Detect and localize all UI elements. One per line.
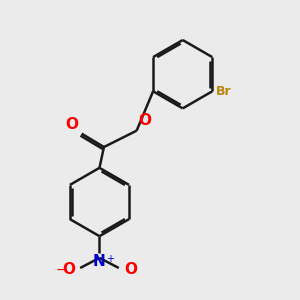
Text: O: O	[66, 117, 79, 132]
Text: O: O	[138, 113, 151, 128]
Text: O: O	[62, 262, 75, 277]
Text: −: −	[56, 262, 68, 277]
Text: +: +	[106, 254, 114, 264]
Text: Br: Br	[216, 85, 232, 98]
Text: O: O	[124, 262, 137, 277]
Text: N: N	[93, 254, 106, 269]
